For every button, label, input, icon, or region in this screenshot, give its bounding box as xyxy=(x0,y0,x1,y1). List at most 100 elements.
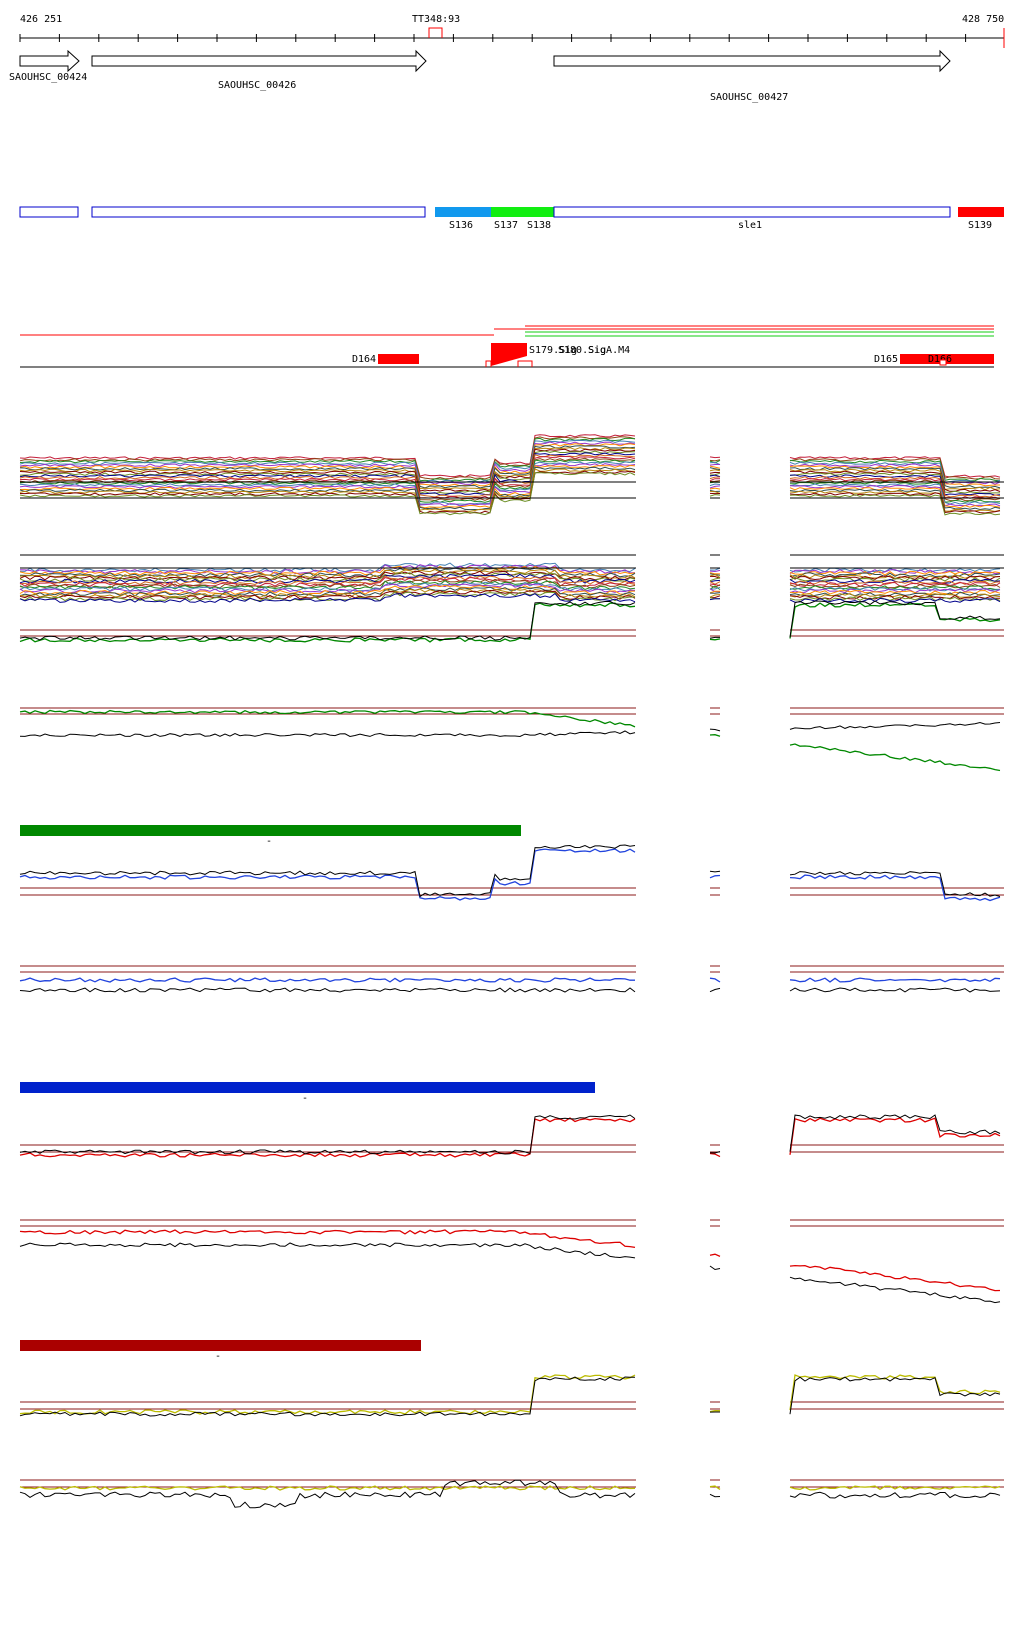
condition-bar-group: - - - xyxy=(20,825,595,1362)
gene-label: SAOUHSC_00424 xyxy=(9,72,87,83)
expression-trace xyxy=(709,467,721,471)
segment-track: S136 S137 S138 sle1 S139 xyxy=(19,206,1004,231)
expression-trace xyxy=(709,590,721,594)
expression-trace-red xyxy=(789,1264,1001,1292)
expression-trace xyxy=(789,456,1001,478)
expression-trace xyxy=(709,584,721,588)
feature-label: SigA.M4 xyxy=(588,345,630,356)
expression-trace xyxy=(19,568,636,579)
feature-label: S180.Sig xyxy=(558,345,606,356)
segment-label: S137 xyxy=(494,220,518,231)
feature-ramp[interactable] xyxy=(491,343,527,366)
segment-box[interactable] xyxy=(958,207,1004,217)
expression-trace-black xyxy=(789,871,1001,897)
gene-arrow[interactable] xyxy=(553,49,951,73)
expression-trace xyxy=(789,569,1001,575)
expression-trace xyxy=(709,485,721,489)
expression-trace xyxy=(789,459,1001,482)
segment-box[interactable] xyxy=(491,207,554,217)
expression-trace xyxy=(19,564,636,575)
expression-trace xyxy=(789,572,1001,578)
expression-trace xyxy=(709,476,721,480)
expression-trace xyxy=(19,461,636,505)
expression-trace-black xyxy=(709,1265,721,1271)
expression-trace xyxy=(789,458,1001,480)
expression-trace xyxy=(789,479,1001,502)
segment-label: sle1 xyxy=(738,220,762,231)
feature-markers xyxy=(485,360,533,367)
feature-label: D164 xyxy=(352,354,376,365)
condition-bar-label: - xyxy=(266,836,272,847)
gene-label: SAOUHSC_00426 xyxy=(218,80,296,91)
segment-box[interactable] xyxy=(435,207,491,217)
ruler-position-marker xyxy=(428,27,443,38)
expression-trace-black xyxy=(789,1276,1001,1304)
expression-trace xyxy=(709,567,721,571)
expression-trace xyxy=(789,487,1001,509)
expression-trace-red xyxy=(709,1152,721,1158)
expression-trace xyxy=(709,494,721,497)
gene-arrow[interactable] xyxy=(19,49,80,73)
expression-trace xyxy=(789,583,1001,589)
expression-trace xyxy=(789,494,1001,516)
expression-trace xyxy=(789,472,1000,494)
expression-trace xyxy=(19,573,636,584)
expression-trace-blue xyxy=(19,848,636,901)
expression-trace-blue xyxy=(709,977,721,983)
expression-trace-black xyxy=(789,1114,1001,1152)
expression-trace xyxy=(789,468,1001,491)
expression-trace-yellow xyxy=(789,1485,1001,1491)
expression-trace-black xyxy=(709,987,721,993)
expression-trace-black xyxy=(709,636,720,639)
expression-trace xyxy=(709,572,721,575)
expression-trace xyxy=(709,461,721,466)
expression-trace xyxy=(709,569,721,573)
segment-box[interactable] xyxy=(553,206,951,218)
gene-track: SAOUHSC_00424 SAOUHSC_00426 SAOUHSC_0042… xyxy=(9,49,951,103)
expression-trace-black xyxy=(789,1491,1001,1499)
expression-trace xyxy=(789,476,1001,498)
expression-trace-black xyxy=(19,987,636,993)
expression-trace xyxy=(19,586,636,597)
feature-box[interactable] xyxy=(900,354,994,364)
condition-bar-blue[interactable] xyxy=(20,1082,595,1093)
expression-trace-green xyxy=(789,602,1001,639)
condition-bar-label: - xyxy=(302,1093,308,1104)
expression-trace xyxy=(789,597,1001,603)
expression-trace xyxy=(789,483,1001,505)
expression-trace xyxy=(709,487,721,490)
condition-bar-green[interactable] xyxy=(20,825,521,836)
segment-box[interactable] xyxy=(19,206,79,218)
gene-label: SAOUHSC_00427 xyxy=(710,92,788,103)
ruler-end-label: 428 750 xyxy=(962,14,1004,25)
expression-trace xyxy=(709,478,720,482)
segment-box[interactable] xyxy=(91,206,426,218)
segment-label: S138 xyxy=(527,220,551,231)
expression-trace-black xyxy=(789,987,1001,993)
expression-trace-black xyxy=(789,600,1001,638)
feature-box[interactable] xyxy=(378,354,419,364)
gene-arrow[interactable] xyxy=(91,49,427,73)
expression-trace xyxy=(19,567,636,578)
condition-bar-red[interactable] xyxy=(20,1340,421,1351)
expression-trace-black xyxy=(789,721,1001,730)
expression-trace xyxy=(709,585,721,591)
expression-trace-yellow xyxy=(789,1374,1001,1411)
expression-trace xyxy=(709,574,721,578)
expression-trace xyxy=(789,589,1001,595)
condition-bar-label: - xyxy=(215,1351,221,1362)
feature-label: D165 xyxy=(874,354,898,365)
expression-trace xyxy=(789,581,1001,587)
expression-trace xyxy=(19,472,636,516)
expression-trace-yellow xyxy=(19,1485,636,1491)
expression-trace xyxy=(789,570,1001,576)
expression-trace-red xyxy=(789,1117,1001,1155)
expression-trace xyxy=(789,461,1001,483)
expression-trace-black xyxy=(19,1114,636,1155)
expression-trace xyxy=(19,592,636,603)
expression-trace xyxy=(709,469,721,472)
ruler-mid-label: TT348:93 xyxy=(412,14,460,25)
expression-trace xyxy=(709,464,720,466)
expression-trace xyxy=(709,471,721,474)
